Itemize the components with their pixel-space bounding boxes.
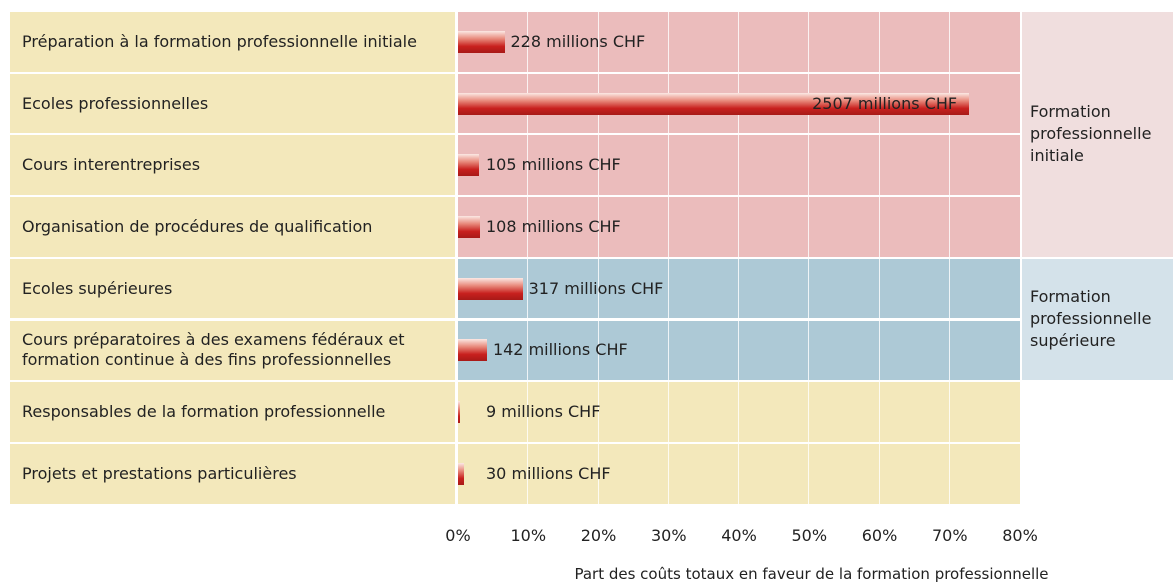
- row-plot-cell: [458, 197, 1020, 257]
- category-label: Ecoles professionnelles: [22, 93, 209, 113]
- bar: [458, 30, 505, 53]
- x-tick-label: 50%: [791, 526, 828, 545]
- row-plot-cell: [458, 382, 1020, 442]
- row-label-cell: [10, 320, 455, 381]
- value-label: 2507 millions CHF: [812, 93, 958, 113]
- row-label-cell: [10, 135, 455, 196]
- row-plot-cell: [458, 320, 1020, 381]
- value-label: 228 millions CHF: [510, 31, 646, 51]
- bar: [458, 401, 460, 424]
- grid-line: [667, 12, 669, 504]
- group-label: Formation professionnelle initiale: [1022, 12, 1173, 257]
- value-label: 317 millions CHF: [528, 278, 664, 298]
- group-label: Formation professionnelle supérieure: [1022, 258, 1173, 381]
- row-label-cell: [10, 382, 455, 442]
- row-label-cell: [10, 197, 455, 257]
- value-label: 142 millions CHF: [492, 340, 628, 360]
- bar: [458, 92, 970, 115]
- grid-line: [948, 12, 950, 504]
- x-tick-label: 0%: [445, 526, 471, 545]
- category-label: Projets et prestations particulières: [22, 463, 297, 483]
- value-label: 105 millions CHF: [486, 155, 621, 175]
- x-tick-label: 10%: [510, 526, 547, 545]
- x-tick-label: 70%: [931, 526, 968, 545]
- x-tick-label: 80%: [1002, 526, 1038, 545]
- x-tick-label: 30%: [650, 526, 687, 545]
- value-label: 9 millions CHF: [486, 402, 601, 422]
- grid-line: [597, 12, 599, 504]
- bar: [458, 154, 480, 177]
- category-label: Responsables de la formation professionn…: [22, 402, 386, 422]
- grid-line: [808, 12, 810, 504]
- bar: [458, 215, 480, 238]
- grid-line: [527, 12, 529, 504]
- grid-line: [878, 12, 880, 504]
- category-label: Ecoles supérieures: [22, 278, 173, 298]
- value-label: 108 millions CHF: [486, 216, 621, 236]
- grid-line: [738, 12, 739, 504]
- x-tick-label: 60%: [861, 526, 898, 545]
- row-label-cell: [10, 73, 455, 134]
- category-label: Cours interentreprises: [22, 155, 201, 175]
- x-axis-label: Part des coûts totaux en faveur de la fo…: [574, 565, 1049, 583]
- bar: [458, 462, 465, 485]
- row-plot-cell: [458, 443, 1020, 504]
- row-plot-cell: [458, 12, 1020, 72]
- row-label-cell: [10, 258, 455, 319]
- category-label: Organisation de procédures de qualificat…: [22, 216, 373, 236]
- row-plot-cell: [458, 258, 1020, 319]
- x-tick-label: 20%: [580, 526, 617, 545]
- value-label: 30 millions CHF: [486, 463, 611, 483]
- category-label: Cours préparatoires à des examens fédéra…: [22, 330, 405, 370]
- x-tick-label: 40%: [721, 526, 757, 545]
- row-plot-cell: [458, 135, 1020, 196]
- row-label-cell: [10, 443, 455, 504]
- bar: [458, 277, 523, 300]
- category-label: Préparation à la formation professionnel…: [22, 31, 417, 51]
- row-label-cell: [10, 12, 455, 72]
- bar: [458, 339, 487, 362]
